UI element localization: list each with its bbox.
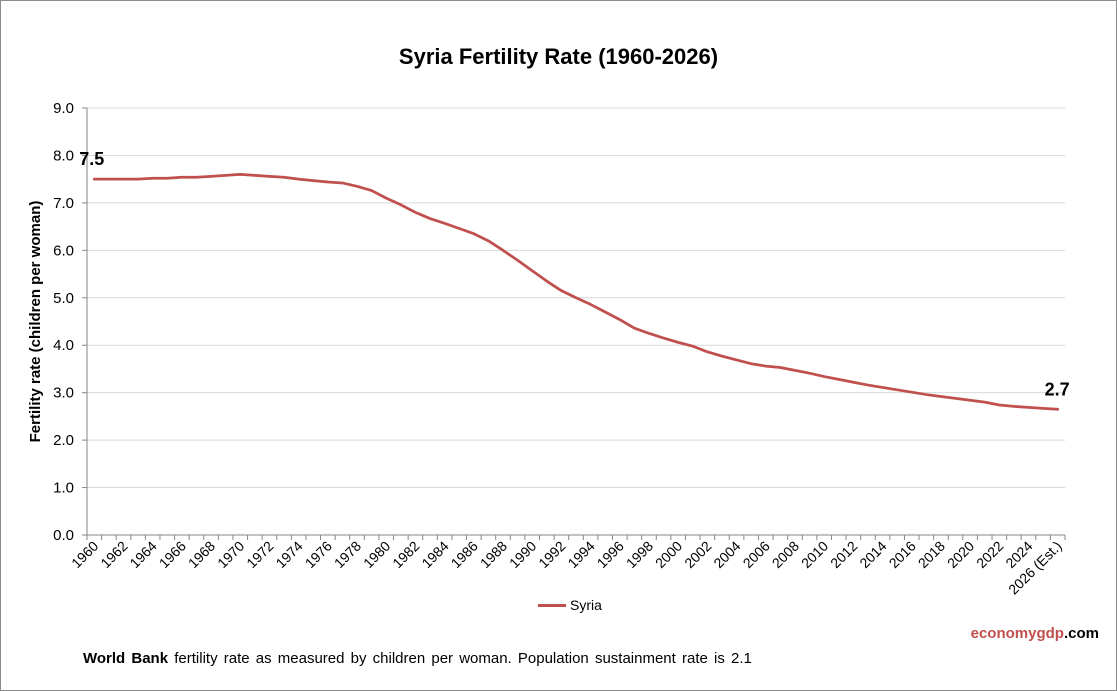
x-tick-label: 1966: [156, 538, 189, 571]
y-tick-label: 9.0: [53, 100, 74, 117]
x-tick-label: 1986: [448, 538, 481, 571]
x-tick-label: 1962: [97, 538, 130, 571]
x-tick-label: 2010: [798, 538, 831, 571]
watermark-part-3: .com: [1063, 625, 1099, 642]
x-tick-label: 2012: [827, 538, 860, 571]
x-tick-label: 1994: [564, 538, 597, 571]
x-tick-label: 1996: [594, 538, 627, 571]
watermark-part-1: economy: [970, 625, 1037, 642]
chart-title: Syria Fertility Rate (1960-2026): [398, 44, 719, 69]
watermark: economygdp.com: [971, 625, 1099, 642]
y-tick-label: 7.0: [53, 195, 74, 212]
x-tick-label: 2004: [710, 538, 743, 571]
x-tick-label: 1982: [389, 538, 422, 571]
y-tick-label: 8.0: [53, 147, 74, 164]
x-tick-label: 1980: [360, 538, 393, 571]
x-tick-label: 1964: [126, 538, 159, 571]
series-line-syria: [92, 173, 1060, 411]
y-tick-label: 1.0: [53, 480, 74, 497]
legend: Syria: [538, 597, 602, 613]
x-tick-label: 1998: [623, 538, 656, 571]
x-tick-label: 1976: [302, 538, 335, 571]
x-tick-label: 1984: [418, 538, 451, 571]
watermark-part-2: gdp: [1036, 625, 1064, 642]
y-tick-label: 2.0: [53, 432, 74, 449]
x-tick-label: 2002: [681, 538, 714, 571]
x-tick-label: 2008: [769, 538, 802, 571]
footnote: World Bank fertility rate as measured by…: [83, 650, 752, 667]
x-tick-label: 1972: [243, 538, 276, 571]
x-tick-label: 2006: [740, 538, 773, 571]
x-tick-label: 2014: [856, 538, 889, 571]
legend-label: Syria: [570, 597, 602, 613]
x-tick-label: 2022: [973, 538, 1006, 571]
y-tick-label: 0.0: [53, 527, 74, 544]
x-tick-label: 1988: [477, 538, 510, 571]
x-tick-label: 1974: [272, 538, 305, 571]
footnote-text: fertility rate as measured by children p…: [168, 650, 752, 667]
x-tick-label: 2000: [652, 538, 685, 571]
x-tick-label: 2016: [886, 538, 919, 571]
y-tick-label: 4.0: [53, 337, 74, 354]
footnote-source: World Bank: [83, 650, 169, 667]
data-label: 7.5: [79, 149, 104, 169]
y-axis-label: Fertility rate (children per woman): [27, 201, 44, 443]
x-tick-label: 1970: [214, 538, 247, 571]
y-tick-label: 5.0: [53, 290, 74, 307]
y-tick-label: 6.0: [53, 242, 74, 259]
data-label: 2.7: [1045, 379, 1070, 399]
x-tick-label: 2018: [915, 538, 948, 571]
x-tick-label: 1990: [506, 538, 539, 571]
x-tick-label: 1978: [331, 538, 364, 571]
x-tick-label: 1992: [535, 538, 568, 571]
x-tick-label: 2020: [944, 538, 977, 571]
y-tick-label: 3.0: [53, 385, 74, 402]
legend-swatch: [538, 603, 566, 607]
x-tick-label: 1968: [185, 538, 218, 571]
